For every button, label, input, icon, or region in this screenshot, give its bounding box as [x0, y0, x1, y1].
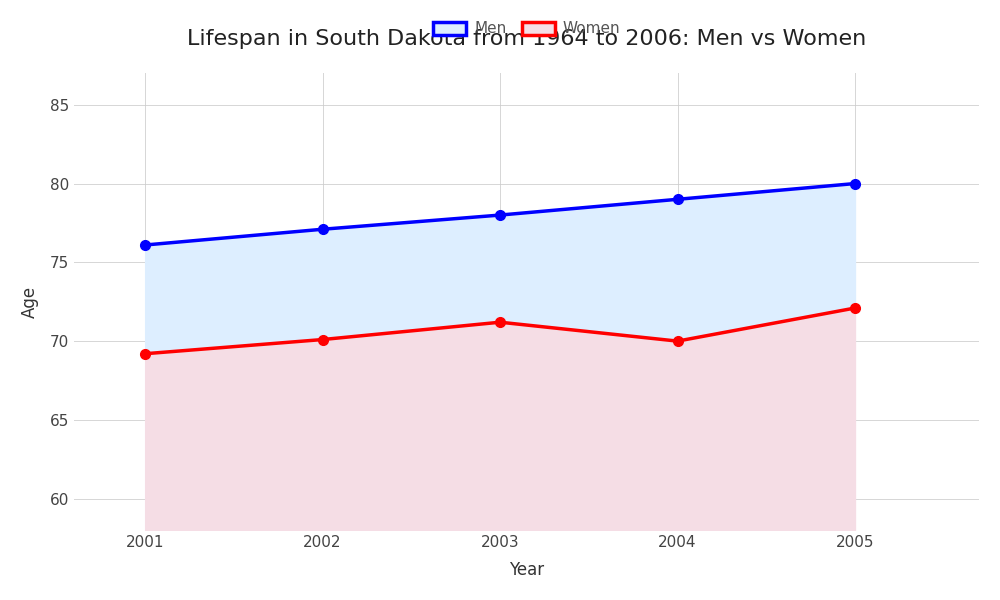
Legend: Men, Women: Men, Women	[433, 22, 620, 37]
Title: Lifespan in South Dakota from 1964 to 2006: Men vs Women: Lifespan in South Dakota from 1964 to 20…	[187, 29, 866, 49]
X-axis label: Year: Year	[509, 561, 544, 579]
Y-axis label: Age: Age	[21, 286, 39, 318]
